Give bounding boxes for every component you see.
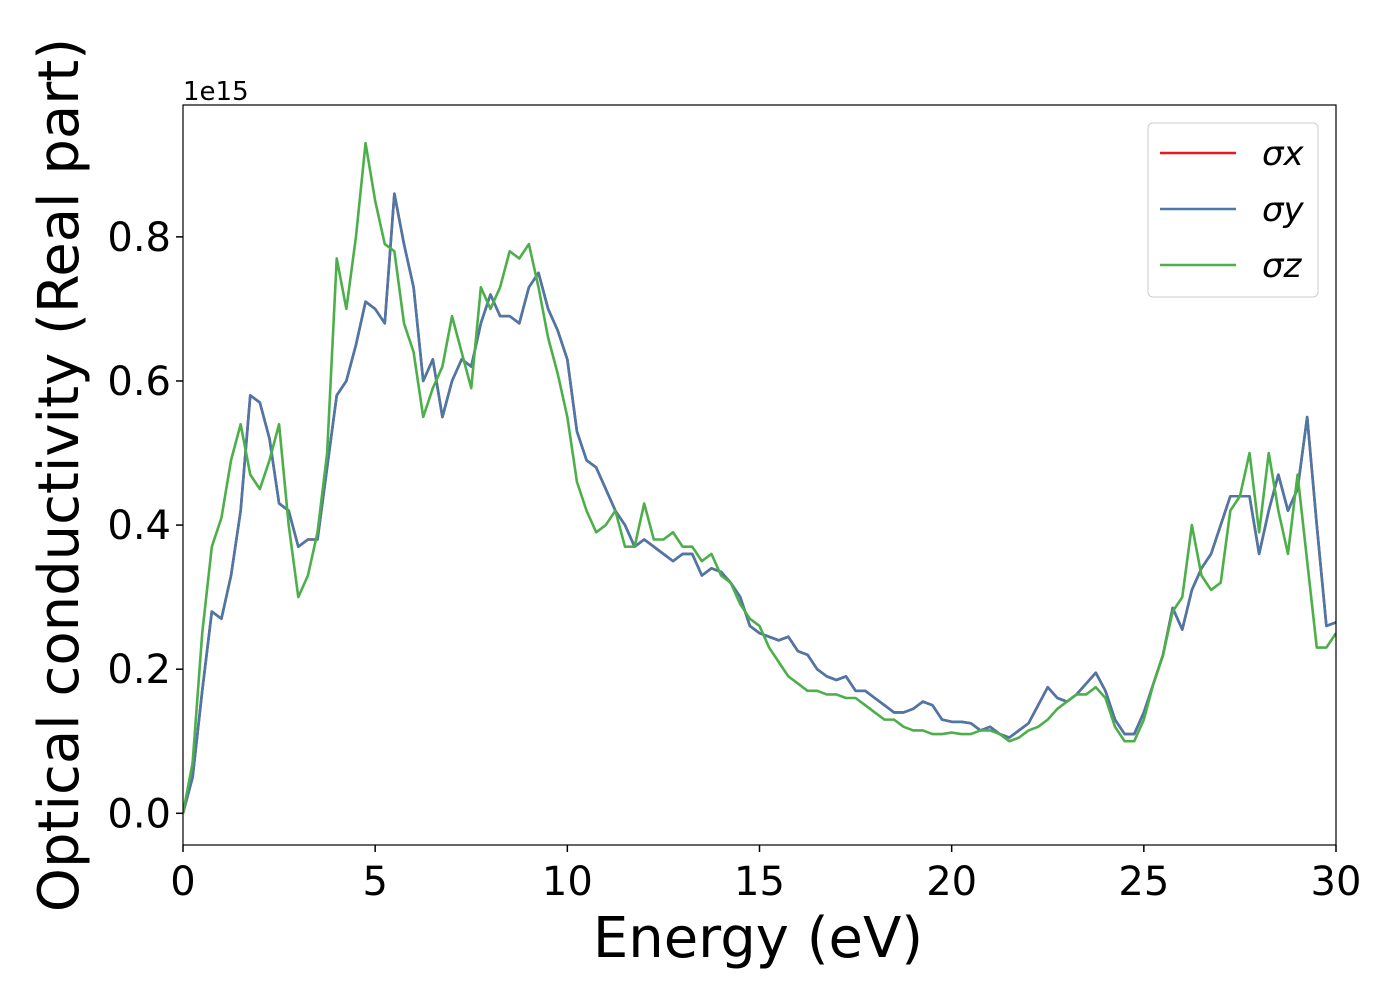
- legend-label: σz: [1262, 246, 1303, 286]
- y-tick-label: 0.6: [107, 359, 171, 405]
- x-tick-label: 25: [1118, 859, 1169, 905]
- x-tick-label: 30: [1311, 859, 1362, 905]
- offset-label: 1e15: [183, 77, 249, 107]
- legend-label: σy: [1262, 190, 1305, 230]
- x-tick-label: 0: [170, 859, 195, 905]
- x-tick-label: 20: [926, 859, 977, 905]
- series-line: [183, 192, 1336, 814]
- y-tick-label: 0.4: [107, 503, 171, 549]
- plot-frame: [182, 104, 1337, 846]
- y-tick-label: 0.0: [107, 791, 171, 837]
- series-line: [183, 141, 1336, 814]
- legend-label: σx: [1262, 134, 1305, 174]
- y-tick-label: 0.2: [107, 647, 171, 693]
- y-axis-label: Optical conductivity (Real part): [27, 38, 92, 912]
- x-tick-label: 10: [542, 859, 593, 905]
- x-tick-label: 15: [734, 859, 785, 905]
- y-tick-label: 0.8: [107, 215, 171, 261]
- x-axis-label: Energy (eV): [593, 906, 923, 971]
- x-tick-label: 5: [362, 859, 387, 905]
